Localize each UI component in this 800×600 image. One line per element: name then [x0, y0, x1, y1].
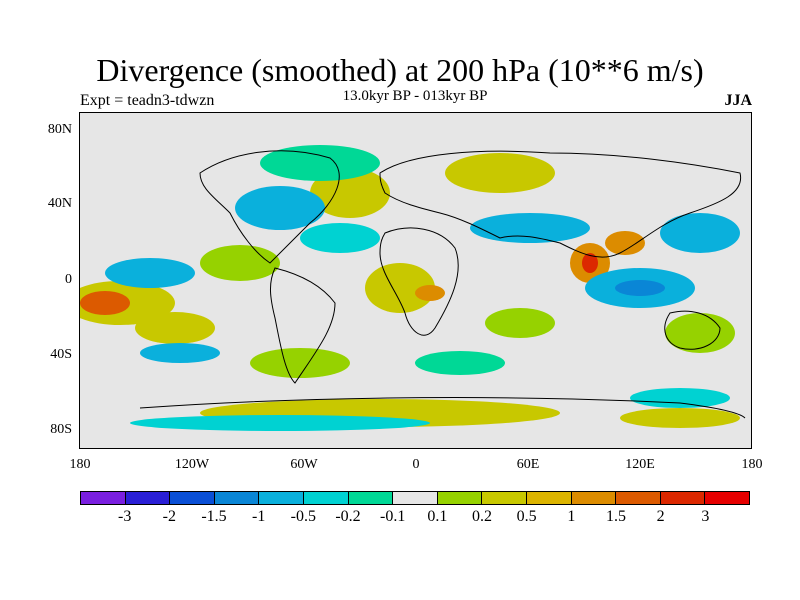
colorbar-box [81, 492, 126, 504]
colorbar-box [571, 492, 617, 504]
lat-label-0: 0 [65, 272, 72, 287]
colorbar-label: 2 [656, 508, 665, 525]
lon-label-60w: 60W [290, 457, 318, 472]
colorbar-label: -2 [162, 508, 176, 525]
colorbar-label: 0.2 [472, 508, 492, 525]
colorbar-box [303, 492, 349, 504]
colorbar-box [660, 492, 706, 504]
colorbar-label: -1.5 [201, 508, 227, 525]
season-label: JJA [724, 92, 752, 109]
coastlines [139, 150, 746, 419]
colorbar-label: 1 [567, 508, 576, 525]
lon-label-120e: 120E [625, 457, 655, 472]
colorbar-label: -0.2 [335, 508, 361, 525]
lon-label-60e: 60E [516, 457, 540, 472]
colorbar-box [259, 492, 304, 504]
colorbar-label: -3 [117, 508, 132, 525]
colorbar-box [482, 492, 527, 504]
colorbar-label: 0.5 [516, 508, 537, 525]
colorbar-label: 1.5 [606, 508, 626, 525]
colorbar-label: -1 [251, 508, 266, 525]
lon-label-120w: 120W [174, 457, 210, 472]
colorbar-label: -0.1 [379, 508, 406, 525]
lat-label-80s: 80S [50, 422, 72, 437]
lon-label-0: 0 [412, 457, 420, 472]
experiment-label: Expt = teadn3-tdwzn [80, 92, 215, 109]
lon-label-180e: 180 [741, 457, 763, 472]
colorbar-box [393, 492, 438, 504]
lat-label-40s: 40S [50, 347, 72, 362]
colorbar-box [526, 492, 572, 504]
colorbar-box [705, 492, 749, 504]
colorbar-box [214, 492, 260, 504]
colorbar-box [437, 492, 483, 504]
plot-title: Divergence (smoothed) at 200 hPa (10**6 … [96, 52, 704, 88]
colorbar [80, 491, 750, 505]
colorbar-label: 0.1 [427, 508, 448, 525]
lon-label-180w: 180 [69, 457, 91, 472]
lat-label-80n: 80N [47, 122, 72, 137]
period-label: 13.0kyr BP - 013kyr BP [342, 88, 488, 104]
colorbar-label: -0.5 [290, 508, 316, 525]
lat-label-40n: 40N [47, 196, 72, 211]
colorbar-label: 3 [701, 508, 710, 525]
field-negative [105, 145, 740, 431]
divergence-map [79, 112, 752, 449]
colorbar-box [170, 492, 215, 504]
colorbar-box [616, 492, 661, 504]
colorbar-box [125, 492, 171, 504]
map-canvas [80, 113, 751, 448]
colorbar-box [348, 492, 394, 504]
